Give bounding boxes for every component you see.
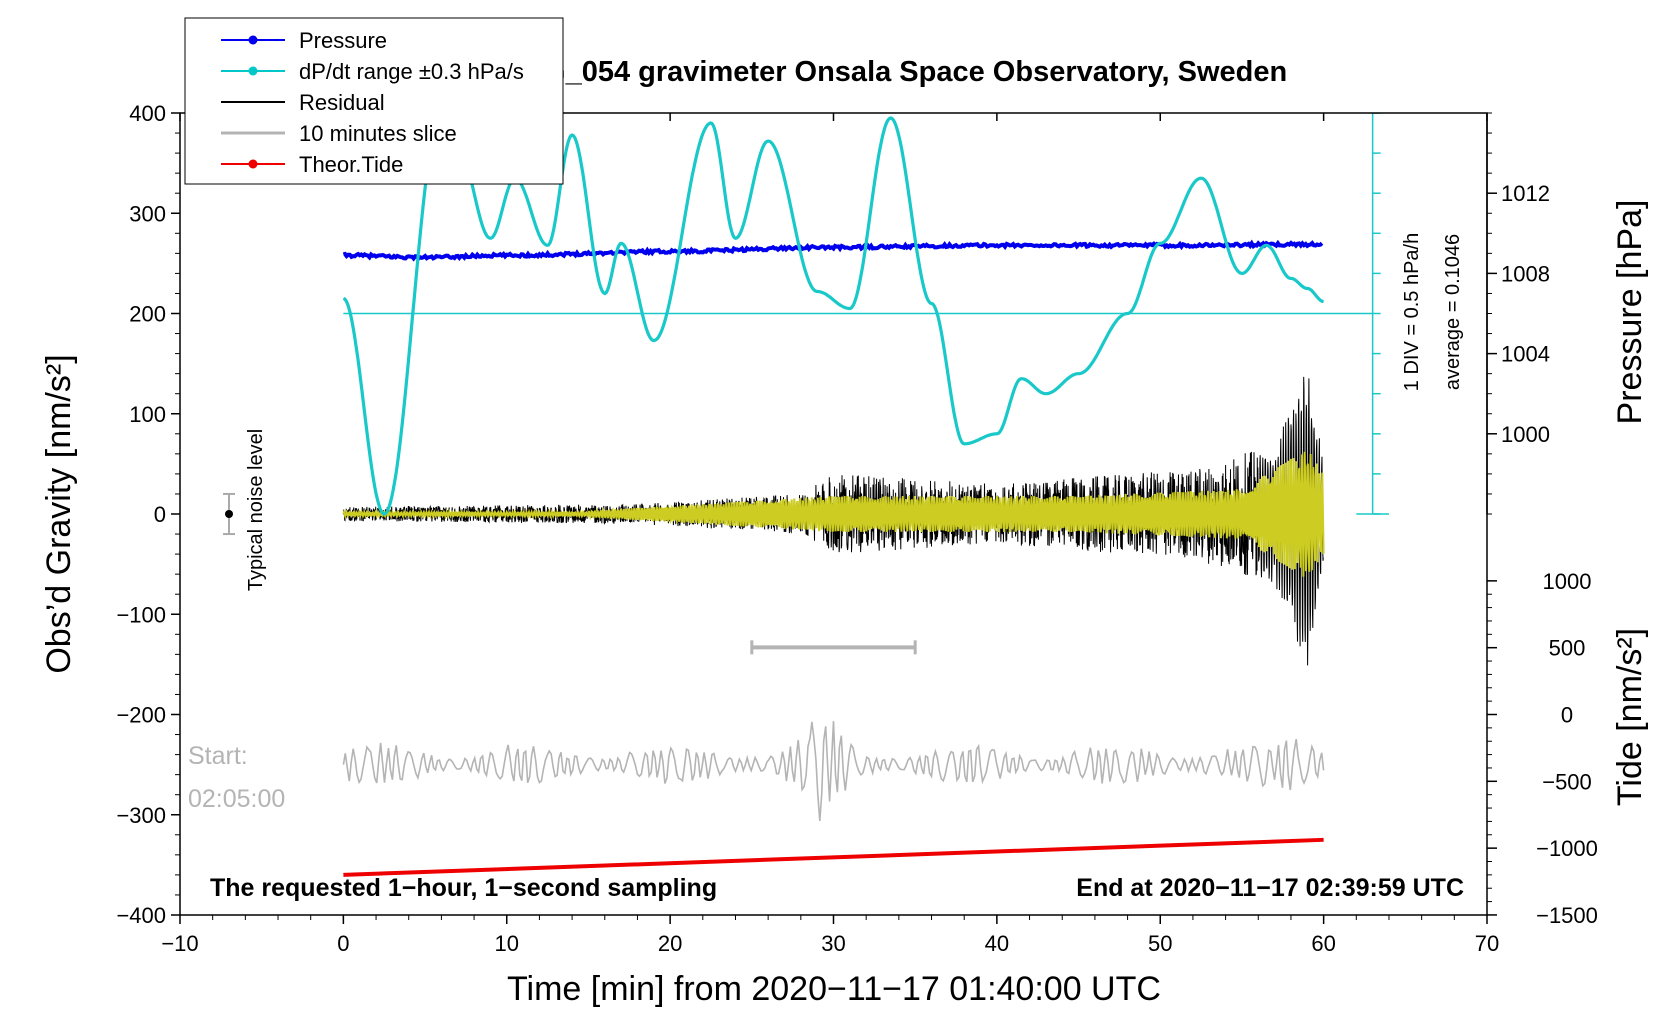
- y-tick-label: −300: [116, 803, 166, 828]
- noise-level-label: Typical noise level: [245, 429, 267, 591]
- tide-axis-label: Tide [nm/s²]: [1611, 628, 1649, 806]
- y-tick-label: −200: [116, 703, 166, 728]
- y-axis-left-label: Obs’d Gravity [nm/s²]: [40, 354, 78, 673]
- chart-title: SCG_054 gravimeter Onsala Space Observat…: [503, 56, 1287, 88]
- x-tick-label: 50: [1148, 931, 1172, 956]
- pressure-tick-label: 1004: [1501, 342, 1550, 367]
- legend-label: Theor.Tide: [299, 152, 403, 177]
- tide-tick-label: 1000: [1543, 569, 1592, 594]
- tide-tick-label: 0: [1561, 703, 1573, 728]
- x-tick-label: 40: [985, 931, 1009, 956]
- y-axis-left: 400 300 200 100 0 −100 −200 −300 −400: [116, 101, 180, 928]
- y-tick-label: −400: [116, 903, 166, 928]
- y-tick-label: 100: [129, 402, 166, 427]
- legend-label: 10 minutes slice: [299, 121, 457, 146]
- dpdt-series-line: [342, 113, 1324, 516]
- slice-window-bar: [750, 640, 917, 655]
- noise-level-marker: [223, 492, 236, 536]
- x-tick-label: 10: [495, 931, 519, 956]
- pressure-tick-label: 1000: [1501, 422, 1550, 447]
- y-tick-label: 400: [129, 101, 166, 126]
- tide-axis: 1000 500 0 −500 −1000 −1500: [1487, 569, 1598, 928]
- tide-tick-label: −500: [1542, 769, 1592, 794]
- x-axis-label: Time [min] from 2020−11−17 01:40:00 UTC: [507, 970, 1161, 1008]
- tide-tick-label: 500: [1549, 636, 1586, 661]
- tide-tick-label: −1000: [1536, 836, 1598, 861]
- legend-swatch-marker: [248, 35, 258, 45]
- y-tick-label: 0: [154, 502, 166, 527]
- legend-swatch-marker: [248, 159, 258, 169]
- x-tick-label: 20: [658, 931, 682, 956]
- slice-series-line: [342, 721, 1325, 822]
- footer-left-label: The requested 1−hour, 1−second sampling: [210, 874, 717, 902]
- x-tick-label: 70: [1475, 931, 1499, 956]
- tide-tick-label: −1500: [1536, 903, 1598, 928]
- tide-series-line: [343, 837, 1324, 877]
- div-label: 1 DIV = 0.5 hPa/h: [1401, 233, 1423, 391]
- x-axis: −10 0 10 20 30 40 50 60 70: [161, 113, 1499, 956]
- pressure-tick-label: 1012: [1501, 181, 1550, 206]
- legend-swatch-marker: [248, 66, 258, 76]
- average-label: average = 0.1046: [1442, 234, 1464, 390]
- series-layer: [223, 113, 1389, 877]
- start-time-label: 02:05:00: [188, 785, 285, 813]
- y-tick-label: −100: [116, 602, 166, 627]
- y-tick-label: 200: [129, 302, 166, 327]
- x-tick-label: −10: [161, 931, 198, 956]
- pressure-tick-label: 1008: [1501, 261, 1550, 286]
- noise-level-dot: [225, 510, 234, 518]
- x-tick-label: 60: [1311, 931, 1335, 956]
- x-tick-label: 30: [821, 931, 845, 956]
- x-tick-label: 0: [337, 931, 349, 956]
- legend: Pressure dP/dt range ±0.3 hPa/s Residual 10…: [184, 17, 564, 185]
- div-scale-bar: [1356, 113, 1389, 515]
- legend-label: Residual: [299, 90, 385, 115]
- pressure-axis: 1012 1008 1004 1000: [1486, 112, 1550, 515]
- y-tick-label: 300: [129, 201, 166, 226]
- filtered-residual-series-line: [342, 451, 1325, 577]
- pressure-axis-label: Pressure [hPa]: [1611, 200, 1649, 425]
- footer-right-label: End at 2020−11−17 02:39:59 UTC: [1076, 874, 1464, 902]
- legend-label: Pressure: [299, 28, 387, 53]
- start-label: Start:: [188, 742, 248, 770]
- legend-label: dP/dt range ±0.3 hPa/s: [299, 59, 524, 84]
